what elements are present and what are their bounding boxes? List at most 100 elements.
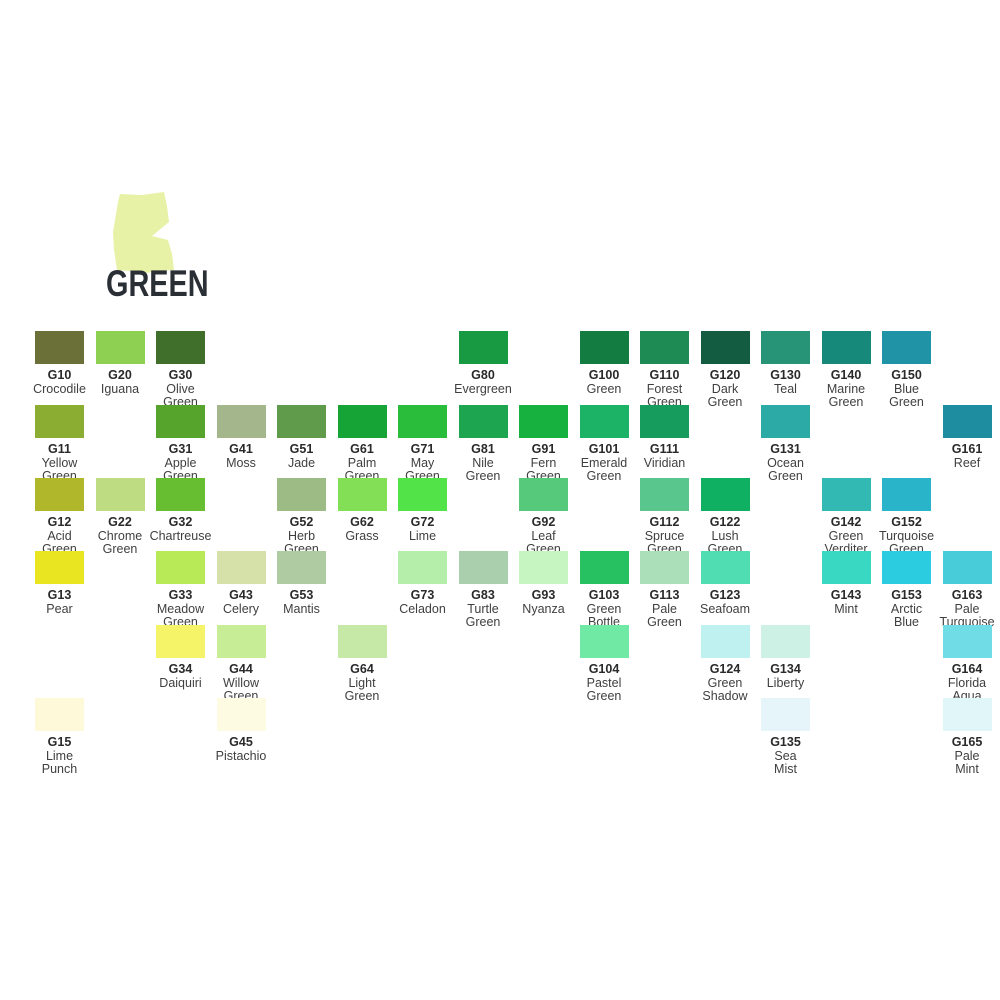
swatch-cell-G164: G164 Florida Aqua xyxy=(942,625,992,704)
color-swatch xyxy=(821,551,871,584)
color-swatch xyxy=(398,405,447,438)
swatch-code: G34 xyxy=(168,662,193,676)
swatch-label: G73 Celadon xyxy=(378,588,467,616)
swatch-code: G120 xyxy=(709,368,741,382)
swatch-code: G153 xyxy=(891,588,922,602)
swatch-code: G104 xyxy=(588,662,620,676)
swatch-code: G13 xyxy=(47,588,72,602)
swatch-cell-G140: G140 Marine Green xyxy=(821,331,871,410)
color-swatch xyxy=(458,551,508,584)
swatch-name: Mint xyxy=(834,601,858,616)
swatch-label: G62 Grass xyxy=(318,515,407,543)
color-swatch xyxy=(640,551,689,584)
swatch-code: G11 xyxy=(48,442,71,456)
color-swatch xyxy=(398,551,447,584)
swatch-label: G101 Emerald Green xyxy=(560,442,649,484)
color-swatch xyxy=(156,405,205,438)
color-swatch xyxy=(35,331,84,364)
swatch-cell-G93: G93 Nyanza xyxy=(519,551,568,616)
swatch-name: Seafoam xyxy=(699,601,751,616)
swatch-cell-G135: G135 Sea Mist xyxy=(761,698,810,777)
swatch-label: G153 Arctic Blue xyxy=(862,588,951,630)
swatch-label: G45 Pistachio xyxy=(197,735,286,763)
swatch-cell-G113: G113 Pale Green xyxy=(640,551,689,630)
color-swatch xyxy=(882,478,931,511)
swatch-code: G32 xyxy=(168,515,193,529)
color-swatch xyxy=(35,551,84,584)
swatch-label: G123 Seafoam xyxy=(681,588,770,616)
color-swatch xyxy=(337,625,387,658)
swatch-label: G34 Daiquiri xyxy=(136,662,225,690)
swatch-label: G81 Nile Green xyxy=(439,442,528,484)
swatch-code: G12 xyxy=(47,515,72,529)
swatch-cell-G64: G64 Light Green xyxy=(337,625,387,704)
swatch-code: G113 xyxy=(649,588,680,602)
swatch-label: G161 Reef xyxy=(923,442,1000,470)
swatch-name: Celadon xyxy=(399,601,446,616)
swatch-cell-G20: G20 Iguana xyxy=(95,331,145,396)
color-swatch xyxy=(277,405,326,438)
color-swatch xyxy=(761,405,810,438)
color-swatch xyxy=(337,478,387,511)
swatch-cell-G51: G51 Jade xyxy=(277,405,326,470)
swatch-name: Moss xyxy=(226,455,256,470)
swatch-label: G163 Pale Turquoise xyxy=(923,588,1000,630)
color-swatch xyxy=(156,551,205,584)
swatch-cell-G33: G33 Meadow Green xyxy=(156,551,205,630)
swatch-cell-G92: G92 Leaf Green xyxy=(519,478,568,557)
swatch-cell-G124: G124 Green Shadow xyxy=(700,625,750,704)
swatch-code: G165 xyxy=(951,735,983,749)
swatch-name: Pale Green xyxy=(647,601,682,629)
page-title: GREEN xyxy=(106,263,209,304)
swatch-cell-G45: G45 Pistachio xyxy=(216,698,266,763)
swatch-code: G103 xyxy=(588,588,620,602)
swatch-name: Jade xyxy=(287,455,316,470)
color-swatch xyxy=(519,405,568,438)
swatch-label: G72 Lime xyxy=(378,515,467,543)
swatch-code: G52 xyxy=(289,515,314,529)
swatch-code: G30 xyxy=(168,368,193,382)
swatch-code: G130 xyxy=(770,368,801,382)
swatch-name: Lime xyxy=(408,528,437,543)
swatch-code: G61 xyxy=(350,442,374,456)
swatch-code: G72 xyxy=(410,515,435,529)
swatch-label: G53 Mantis xyxy=(257,588,346,616)
color-swatch xyxy=(942,698,992,731)
swatch-label: G20 Iguana xyxy=(76,368,165,396)
swatch-name: Grass xyxy=(345,528,379,543)
swatch-cell-G134: G134 Liberty xyxy=(761,625,810,690)
swatch-cell-G32: G32 Chartreuse xyxy=(150,478,211,543)
swatch-code: G112 xyxy=(649,515,680,529)
swatch-cell-G165: G165 Pale Mint xyxy=(942,698,992,777)
swatch-code: G150 xyxy=(891,368,922,382)
swatch-label: G71 May Green xyxy=(378,442,467,484)
color-swatch xyxy=(458,331,508,364)
swatch-cell-G72: G72 Lime xyxy=(398,478,447,543)
swatch-label: G93 Nyanza xyxy=(499,588,588,616)
swatch-cell-G80: G80 Evergreen xyxy=(454,331,512,396)
color-swatch xyxy=(579,405,629,438)
swatch-cell-G53: G53 Mantis xyxy=(277,551,326,616)
color-swatch xyxy=(156,625,205,658)
swatch-code: G122 xyxy=(709,515,741,529)
swatch-name: Dark Green xyxy=(707,381,743,409)
swatch-name: Emerald Green xyxy=(580,455,628,483)
swatch-name: Green xyxy=(586,381,622,396)
color-swatch xyxy=(821,331,871,364)
swatch-label: G120 Dark Green xyxy=(681,368,770,410)
swatch-cell-G143: G143 Mint xyxy=(821,551,871,616)
swatch-name: Reef xyxy=(953,455,981,470)
swatch-label: G143 Mint xyxy=(802,588,891,616)
swatch-cell-G91: G91 Fern Green xyxy=(519,405,568,484)
color-swatch xyxy=(216,405,266,438)
color-swatch xyxy=(35,698,84,731)
swatch-name: Nyanza xyxy=(522,601,565,616)
swatch-name: Arctic Blue xyxy=(890,601,923,629)
swatch-code: G20 xyxy=(108,368,132,382)
swatch-name: Pastel Green xyxy=(586,675,622,703)
swatch-code: G80 xyxy=(471,368,495,382)
swatch-code: G135 xyxy=(770,735,801,749)
swatch-cell-G81: G81 Nile Green xyxy=(458,405,508,484)
swatch-cell-G12: G12 Acid Green xyxy=(35,478,84,557)
color-swatch xyxy=(519,551,568,584)
